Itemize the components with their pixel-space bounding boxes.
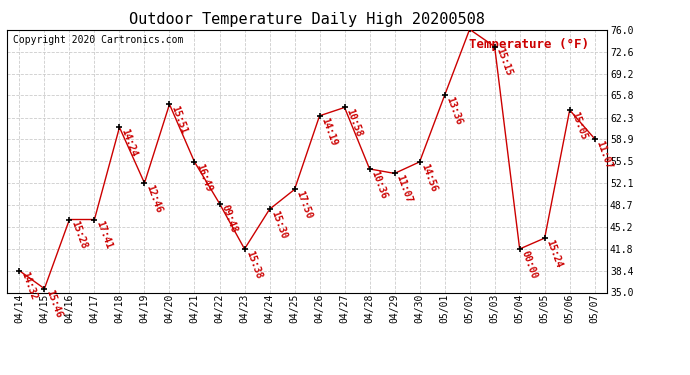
Text: 17:50: 17:50: [295, 189, 314, 220]
Text: 14:32: 14:32: [19, 271, 39, 302]
Text: 10:36: 10:36: [370, 169, 389, 200]
Text: 17:41: 17:41: [95, 219, 114, 251]
Text: 14:24: 14:24: [119, 128, 139, 158]
Text: 12:46: 12:46: [144, 183, 164, 214]
Text: 09:48: 09:48: [219, 204, 239, 234]
Text: 13:36: 13:36: [444, 95, 464, 126]
Text: Copyright 2020 Cartronics.com: Copyright 2020 Cartronics.com: [13, 35, 184, 45]
Text: 15:05: 15:05: [570, 110, 589, 141]
Text: 13:33: 13:33: [0, 374, 1, 375]
Text: 15:15: 15:15: [495, 46, 514, 78]
Text: 15:24: 15:24: [544, 238, 564, 269]
Text: 16:49: 16:49: [195, 162, 214, 193]
Text: 15:51: 15:51: [170, 104, 189, 135]
Text: 11:07: 11:07: [395, 173, 414, 204]
Text: 15:46: 15:46: [44, 289, 64, 320]
Text: 15:30: 15:30: [270, 209, 289, 240]
Text: 14:19: 14:19: [319, 116, 339, 147]
Text: 11:07: 11:07: [595, 139, 614, 170]
Text: 10:58: 10:58: [344, 108, 364, 138]
Text: 14:56: 14:56: [420, 162, 439, 193]
Text: 15:38: 15:38: [244, 249, 264, 280]
Text: 15:28: 15:28: [70, 219, 89, 251]
Text: 00:00: 00:00: [520, 249, 539, 280]
Text: Temperature (°F): Temperature (°F): [469, 38, 589, 51]
Title: Outdoor Temperature Daily High 20200508: Outdoor Temperature Daily High 20200508: [129, 12, 485, 27]
